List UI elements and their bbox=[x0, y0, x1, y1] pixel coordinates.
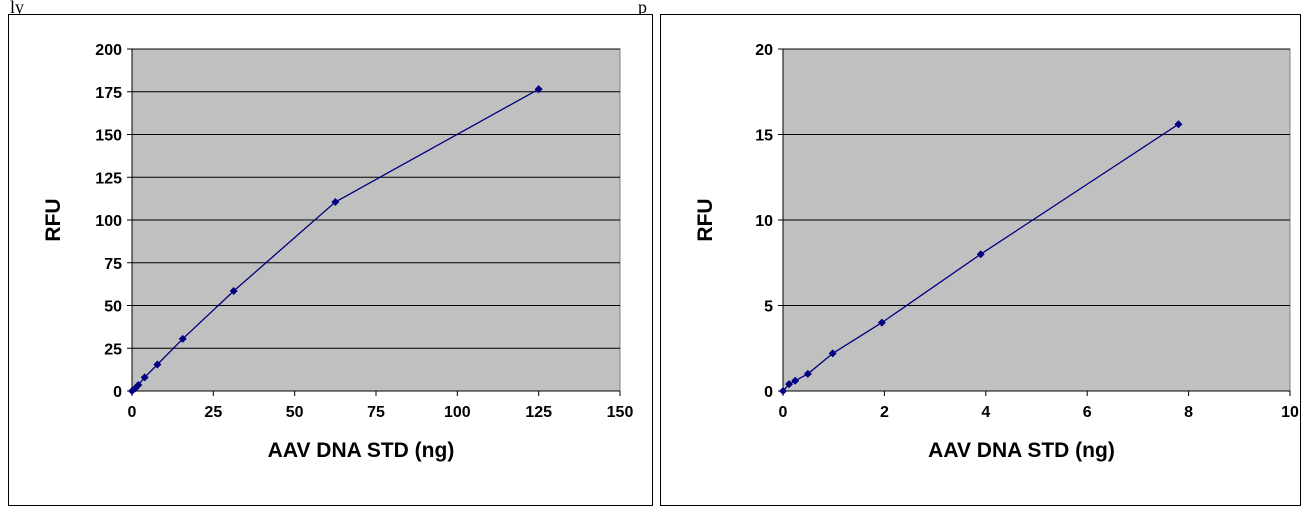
x-tick-label: 75 bbox=[367, 404, 385, 421]
data-point bbox=[140, 373, 149, 382]
chart-panel-left: 0 25 50 75 100 125 150 175 200 0 25 50 75 100 125 150 AA… bbox=[8, 14, 653, 506]
chart-right: 0 5 10 15 20 0 2 4 6 8 10 AAV DNA STD (ng) RFU bbox=[694, 42, 1299, 462]
y-axis-label: RFU bbox=[694, 198, 717, 241]
y-tick-label: 0 bbox=[113, 384, 122, 401]
y-tick-label: 15 bbox=[755, 128, 773, 145]
y-tick-label: 175 bbox=[95, 85, 122, 102]
x-tick-label: 8 bbox=[1184, 404, 1193, 421]
y-tick-label: 25 bbox=[104, 341, 122, 358]
data-point bbox=[229, 286, 238, 295]
x-tick-label: 10 bbox=[1281, 404, 1299, 421]
y-tick-label: 10 bbox=[755, 213, 773, 230]
y-tick-label: 50 bbox=[104, 299, 122, 316]
x-tick-label: 2 bbox=[880, 404, 889, 421]
data-point bbox=[828, 349, 837, 358]
x-tick-label: 125 bbox=[525, 404, 552, 421]
y-tick-label: 200 bbox=[95, 42, 122, 59]
y-tick-label: 150 bbox=[95, 128, 122, 145]
x-axis-label: AAV DNA STD (ng) bbox=[268, 439, 455, 462]
data-point bbox=[178, 334, 187, 343]
chart-left: 0 25 50 75 100 125 150 175 200 0 25 50 75 100 125 150 AA… bbox=[42, 42, 634, 462]
x-axis-label: AAV DNA STD (ng) bbox=[928, 439, 1115, 462]
x-tick-label: 150 bbox=[607, 404, 634, 421]
x-tick-label: 50 bbox=[286, 404, 304, 421]
chart-panel-right: 0 5 10 15 20 0 2 4 6 8 10 AAV DNA STD (ng) RFU bbox=[660, 14, 1301, 506]
x-tick-label: 6 bbox=[1083, 404, 1092, 421]
y-axis-label: RFU bbox=[42, 198, 65, 241]
data-point bbox=[803, 369, 812, 378]
data-point bbox=[976, 250, 985, 259]
data-point bbox=[534, 85, 543, 94]
data-point bbox=[785, 380, 794, 389]
y-tick-label: 125 bbox=[95, 170, 122, 187]
x-tick-label: 100 bbox=[444, 404, 471, 421]
y-tick-label: 0 bbox=[764, 384, 773, 401]
x-tick-label: 0 bbox=[779, 404, 788, 421]
y-tick-label: 75 bbox=[104, 256, 122, 273]
top-text-fragment-right: p bbox=[638, 0, 647, 14]
x-tick-label: 4 bbox=[981, 404, 990, 421]
x-tick-label: 0 bbox=[128, 404, 137, 421]
data-point bbox=[779, 387, 787, 395]
data-point bbox=[791, 376, 800, 385]
x-tick-label: 25 bbox=[204, 404, 222, 421]
data-point bbox=[877, 318, 886, 327]
y-tick-label: 5 bbox=[764, 299, 773, 316]
y-tick-label: 100 bbox=[95, 213, 122, 230]
data-point bbox=[331, 198, 340, 207]
data-point bbox=[134, 381, 143, 390]
top-text-fragment-left: ly bbox=[10, 0, 25, 14]
data-point bbox=[1174, 120, 1183, 129]
y-tick-label: 20 bbox=[755, 42, 773, 59]
data-point bbox=[153, 360, 162, 369]
